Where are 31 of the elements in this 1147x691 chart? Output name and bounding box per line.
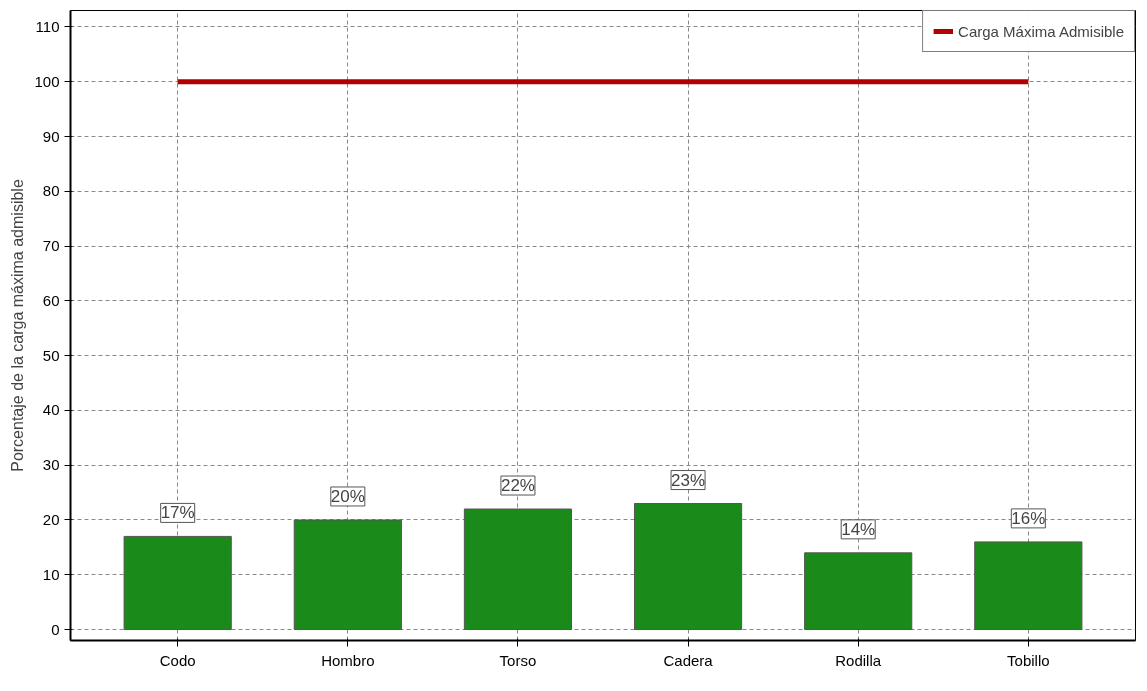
x-tick-label: Torso	[499, 651, 537, 669]
x-tick-label: Codo	[159, 651, 196, 669]
bar	[804, 552, 913, 631]
x-tick-label: Hombro	[321, 651, 375, 669]
y-tick-label: 60	[42, 291, 60, 309]
bar	[463, 508, 573, 631]
data-label: 17%	[160, 503, 195, 523]
x-tick-label: Tobillo	[1007, 651, 1050, 669]
bar	[123, 535, 232, 631]
y-tick-label: 40	[42, 401, 60, 419]
legend-label: Carga Máxima Admisible	[958, 22, 1124, 40]
y-tick-label: 70	[42, 237, 60, 255]
bar	[974, 541, 1083, 631]
y-tick-label: 10	[42, 565, 60, 583]
y-axis-title: Porcentaje de la carga máxima admisible	[9, 179, 27, 472]
y-tick-label: 30	[42, 456, 60, 474]
data-label: 16%	[1011, 508, 1046, 528]
y-tick-label: 110	[35, 17, 60, 35]
y-tick-label: 80	[42, 182, 60, 200]
y-tick-label: 90	[42, 127, 60, 145]
x-tick-label: Cadera	[663, 651, 714, 669]
y-tick-label: 100	[34, 72, 60, 90]
data-label: 22%	[500, 476, 535, 496]
data-label: 14%	[841, 519, 876, 539]
x-tick-label: Rodilla	[835, 651, 882, 669]
bar	[293, 519, 402, 631]
y-tick-label: 0	[51, 620, 60, 638]
data-label: 23%	[671, 470, 706, 490]
y-tick-label: 50	[42, 346, 60, 364]
y-tick-label: 20	[42, 510, 60, 528]
bar	[633, 503, 743, 631]
